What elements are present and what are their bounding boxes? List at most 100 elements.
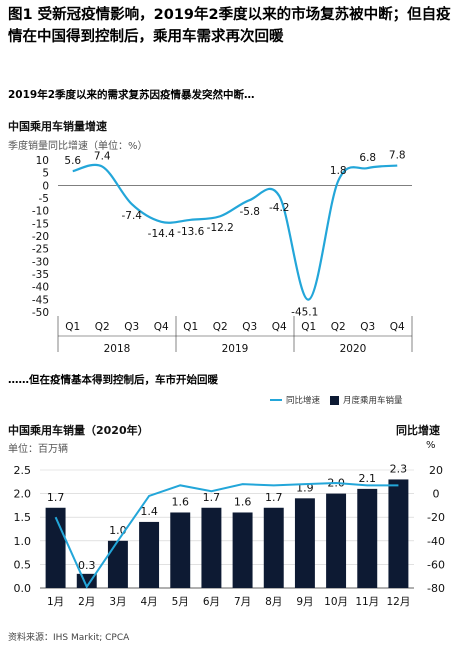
data-label: -12.2: [207, 222, 234, 234]
bar-value-label: 2.1: [359, 472, 377, 485]
data-label: -7.4: [122, 210, 143, 222]
bar-value-label: 2.3: [390, 462, 408, 475]
y-tick-label: -25: [32, 244, 49, 256]
x-tick-label: 3月: [109, 596, 126, 608]
y-tick-label: -45: [32, 294, 49, 306]
y-tick-label: 10: [36, 155, 49, 167]
data-label: 1.8: [330, 165, 347, 177]
chart1-title: 中国乘用车销量增速: [8, 120, 107, 133]
bar: [326, 493, 347, 588]
chart1-subtitle: 季度销量同比增速（单位：%）: [8, 141, 148, 152]
x-tick-label: Q1: [65, 321, 80, 333]
section2-heading: ……但在疫情基本得到控制后，车市开始回暖: [8, 374, 218, 386]
legend-line-swatch: [270, 399, 282, 401]
bar: [357, 488, 378, 588]
y-right-tick-label: -40: [427, 535, 445, 548]
figure-title: 图1 受新冠疫情影响，2019年2季度以来的市场复苏被中断；但自疫情在中国得到控…: [8, 7, 451, 45]
data-label: 7.4: [94, 151, 111, 163]
bar-value-label: 1.7: [47, 491, 65, 504]
x-tick-label: 11月: [355, 596, 379, 608]
y-left-tick-label: 0.5: [14, 558, 32, 571]
chart2-svg: 2.5 2.0 1.5 1.0 0.5 0.0 20 0 -20 -40 -60 -80 1.7 0.3 1…: [14, 462, 445, 608]
bar: [294, 498, 315, 588]
x-tick-label: Q3: [360, 321, 375, 333]
data-label: 6.8: [359, 152, 376, 164]
x-tick-label: Q4: [390, 321, 405, 333]
bar: [45, 507, 66, 588]
y-left-tick-label: 0.0: [14, 582, 32, 595]
chart2-title: 中国乘用车销量（2020年）: [8, 424, 149, 437]
y-right-tick-label: -80: [427, 582, 445, 595]
legend-yoy-label: 同比增速: [286, 396, 321, 406]
y-tick-label: -35: [32, 269, 49, 281]
bar-value-label: 1.6: [172, 495, 190, 508]
x-tick-label: 4月: [140, 596, 157, 608]
y-tick-label: 5: [42, 168, 49, 180]
year-label: 2018: [104, 343, 131, 355]
chart2-legend: 同比增速 月度乘用车销量: [270, 394, 403, 406]
y-right-tick-label: 20: [429, 464, 443, 477]
x-tick-label: Q1: [301, 321, 316, 333]
x-tick-label: Q2: [213, 321, 228, 333]
y-right-tick-label: 0: [433, 488, 440, 501]
x-tick-label: Q3: [124, 321, 139, 333]
y-tick-label: -40: [32, 282, 49, 294]
bar-value-label: 0.3: [78, 559, 96, 572]
chart2-right-axis-title: 同比增速: [396, 424, 440, 437]
bar: [263, 507, 284, 588]
y-left-tick-label: 1.0: [14, 535, 32, 548]
y-tick-label: -10: [32, 206, 49, 218]
chart2-subtitle: 单位：百万辆: [8, 444, 68, 455]
legend-bar-swatch: [330, 395, 340, 405]
bar-value-label: 1.6: [234, 495, 252, 508]
y-tick-label: -50: [32, 307, 49, 319]
data-label: -13.6: [177, 226, 204, 238]
data-label: 7.8: [389, 150, 406, 162]
x-tick-label: 8月: [265, 596, 282, 608]
y-tick-label: -5: [39, 193, 49, 205]
y-tick-label: -15: [32, 218, 49, 230]
legend-sales-label: 月度乘用车销量: [343, 396, 403, 406]
data-label: -4.2: [269, 202, 290, 214]
y-left-tick-label: 1.5: [14, 511, 32, 524]
data-label: -45.1: [291, 307, 318, 319]
x-tick-label: Q4: [272, 321, 287, 333]
bar-value-label: 1.4: [140, 505, 158, 518]
x-tick-label: 1月: [47, 596, 64, 608]
data-label: -5.8: [240, 206, 261, 218]
x-tick-label: 9月: [296, 596, 313, 608]
series-line-yoy: [72, 163, 398, 301]
x-tick-label: 5月: [172, 596, 189, 608]
year-label: 2019: [222, 343, 249, 355]
x-tick-label: Q2: [331, 321, 346, 333]
x-tick-label: Q3: [242, 321, 257, 333]
x-tick-label: 2月: [78, 596, 95, 608]
series-line-yoy: [54, 481, 399, 589]
y-tick-label: 0: [42, 180, 49, 192]
source-note: 资料来源：IHS Markit; CPCA: [8, 633, 130, 643]
x-tick-label: Q1: [183, 321, 198, 333]
bar: [201, 507, 222, 588]
y-left-tick-label: 2.5: [14, 464, 32, 477]
x-tick-label: Q2: [95, 321, 110, 333]
bar: [232, 512, 253, 588]
x-tick-label: 6月: [203, 596, 220, 608]
x-tick-label: 7月: [234, 596, 251, 608]
y-tick-label: -30: [32, 256, 49, 268]
x-tick-label: 12月: [386, 596, 410, 608]
chart2-right-axis-unit: %: [426, 440, 436, 451]
y-left-tick-label: 2.0: [14, 488, 32, 501]
x-tick-label: 10月: [324, 596, 348, 608]
bar: [388, 479, 409, 588]
y-right-tick-label: -60: [427, 558, 445, 571]
bar-value-label: 1.7: [203, 491, 221, 504]
bar: [170, 512, 191, 588]
data-label: 5.6: [64, 155, 81, 167]
y-right-tick-label: -20: [427, 511, 445, 524]
y-tick-label: -20: [32, 231, 49, 243]
x-tick-label: Q4: [154, 321, 169, 333]
bar: [107, 540, 128, 588]
bar: [139, 521, 160, 588]
bar-value-label: 1.7: [265, 491, 283, 504]
